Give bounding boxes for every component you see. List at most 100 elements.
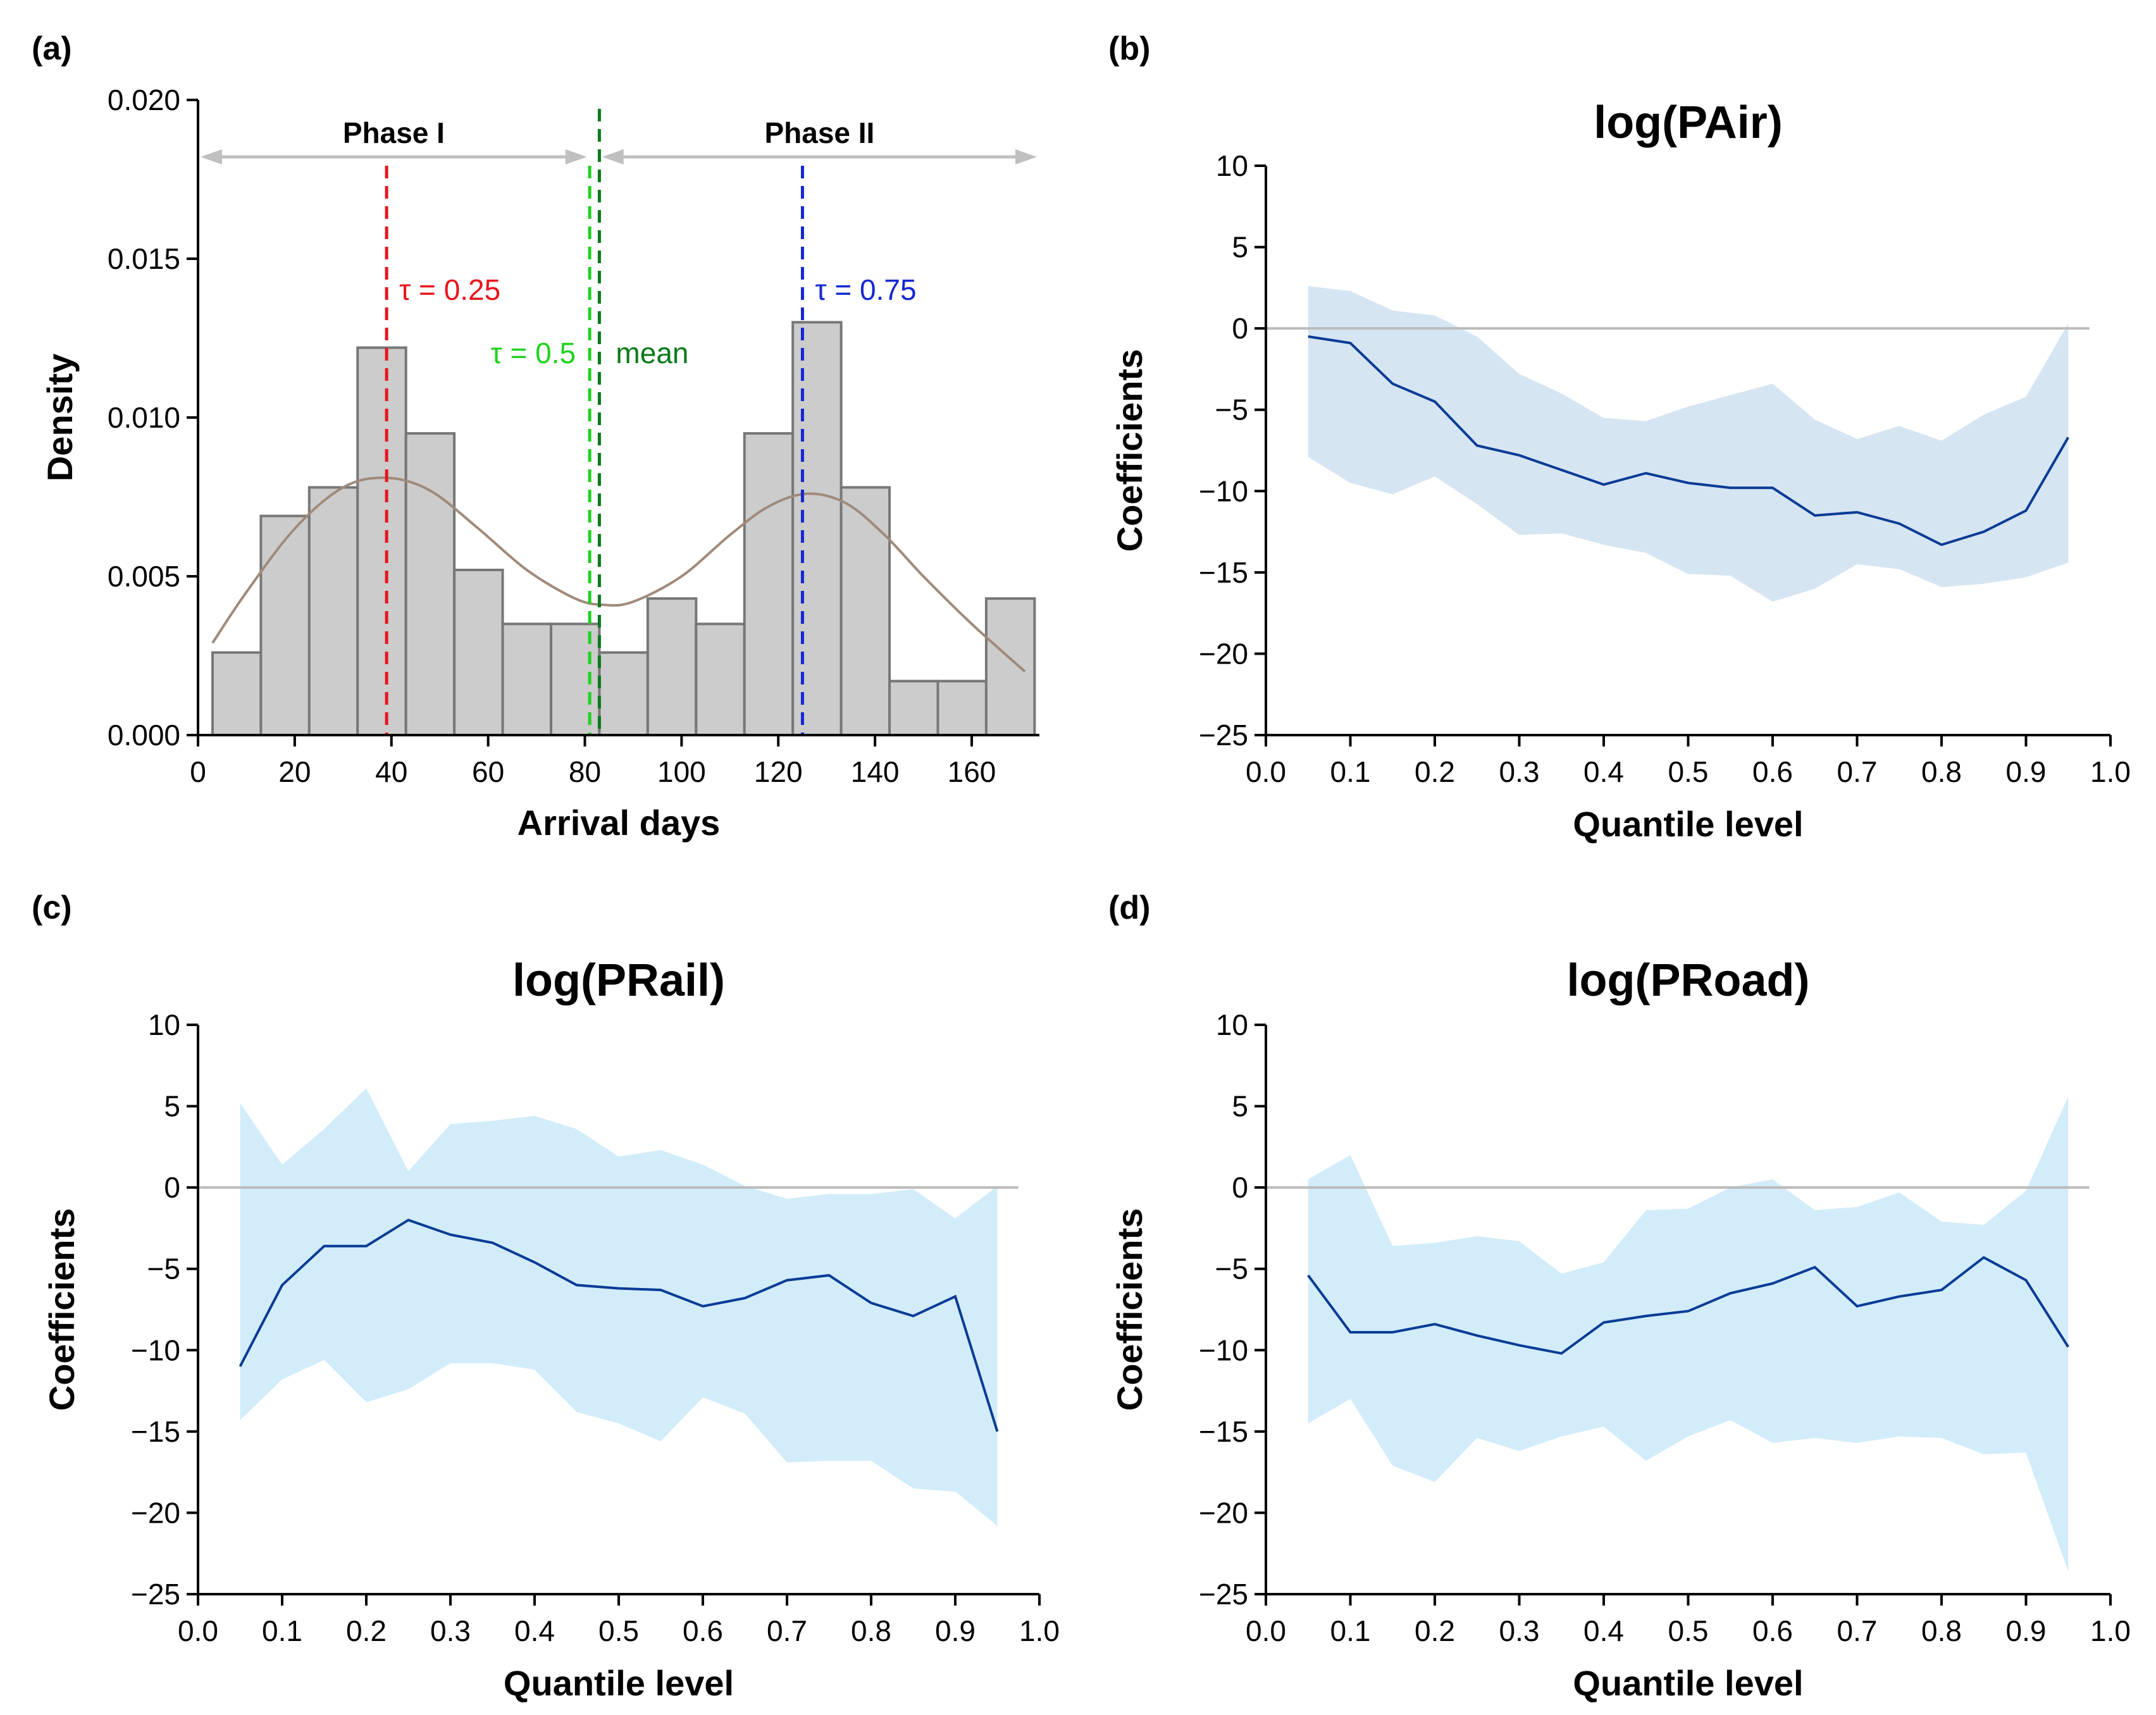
phase-arrow-head [565,149,587,164]
x-tick-label: 0.9 [935,1614,976,1647]
x-tick-label: 40 [375,755,407,788]
histogram-bar [211,651,263,736]
x-tick-label: 0.5 [1668,755,1709,788]
panel-label-b: (b) [1108,30,1150,67]
x-tick-label: 0.0 [1246,1614,1286,1647]
y-axis-label: Density [40,354,80,481]
y-axis-label: Coefficients [1110,1208,1149,1411]
x-tick-label: 0 [190,755,206,788]
reference-line-label: τ = 0.5 [491,337,576,369]
x-tick-label: 0.9 [2006,755,2047,788]
y-tick-label: −20 [131,1496,180,1529]
histogram-bar [549,622,601,736]
chart-title: log(PRail) [512,955,725,1006]
x-tick-label: 0.7 [1837,755,1878,788]
x-tick-label: 80 [569,755,601,788]
confidence-band [1308,1096,2069,1571]
x-tick-label: 0.2 [1415,755,1455,788]
reference-lines: τ = 0.25 τ = 0.5 mean τ = 0.75 [385,109,917,735]
y-tick-label: −15 [1199,1415,1248,1448]
x-tick-label: 0.8 [1921,755,1962,788]
x-tick-label: 0.0 [1246,755,1286,788]
phase-label: Phase I [343,116,445,149]
histogram-bar [743,432,795,736]
coefficient-line [1308,335,2069,547]
x-tick-label: 0.8 [851,1614,891,1647]
x-tick-label: 1.0 [1019,1614,1060,1647]
y-tick-label: 5 [1232,1090,1248,1123]
y-tick-label: −20 [1199,637,1248,670]
x-tick-label: 0.3 [1499,1614,1540,1647]
y-tick-label: −15 [131,1415,180,1448]
x-tick-label: 100 [657,755,706,788]
histogram-bar [307,486,359,736]
phase-arrow-head [201,149,222,164]
x-tick-label: 0.2 [1415,1614,1455,1647]
x-axis-label: Arrival days [517,803,721,843]
coef-axes: 0.0 0.1 0.2 0.3 0.4 0.5 0.6 0.7 0.8 0.9 1.0 10 5 0 −5 −… [131,1008,1060,1647]
y-tick-label: 5 [1232,231,1248,264]
histogram-axes: 0 20 40 60 80 100 120 140 160 0.000 0.005 0.010 0.01… [108,84,1039,788]
histogram-bar [259,514,311,736]
chart-title: log(PRoad) [1567,955,1810,1006]
phase-arrow-head [1015,149,1037,164]
y-tick-label: 0.010 [108,401,180,434]
histogram-bar [839,486,891,736]
y-tick-label: 10 [1216,149,1248,182]
x-tick-label: 0.4 [1583,1614,1624,1647]
panel-label-a: (a) [32,30,72,67]
x-axis-label: Quantile level [1573,1663,1803,1703]
phase-arrow-head [602,149,624,164]
x-axis-label: Quantile level [504,1663,734,1703]
coef-panel-road: log(PRoad) 0.0 0.1 0.2 0.3 0.4 0.5 0.6 0.7 0.8 0.… [1110,955,2131,1703]
y-tick-label: −10 [131,1334,180,1366]
y-tick-label: 0 [1232,312,1248,345]
histogram-bar [984,597,1036,737]
x-tick-label: 0.1 [262,1614,302,1647]
histogram-bar [501,622,552,736]
x-tick-label: 120 [754,755,803,788]
coef-panel-rail: log(PRail) 0.0 0.1 0.2 0.3 0.4 0.5 0.6 0.7 0.8 0.… [42,955,1060,1703]
coef-panel-air: log(PAir) 0.0 0.1 0.2 0.3 0.4 0.5 0.6 0.7 0.8 0.9… [1110,97,2131,844]
x-tick-label: 0.1 [1330,1614,1371,1647]
histogram-bar [646,597,698,737]
panel-label-d: (d) [1108,889,1150,926]
y-tick-label: 0 [1232,1171,1248,1204]
y-tick-label: 10 [1216,1008,1248,1041]
confidence-band [240,1088,998,1526]
coef-axes: 0.0 0.1 0.2 0.3 0.4 0.5 0.6 0.7 0.8 0.9 1.0 10 5 0 −5 −… [1199,1008,2131,1647]
coef-axes: 0.0 0.1 0.2 0.3 0.4 0.5 0.6 0.7 0.8 0.9 1.0 10 5 0 −5 −… [1199,149,2131,788]
histogram-bar [936,679,988,737]
y-axis-label: Coefficients [42,1208,82,1411]
x-tick-label: 0.6 [1752,755,1793,788]
x-tick-label: 160 [948,755,996,788]
y-tick-label: 5 [164,1090,180,1123]
x-tick-label: 60 [472,755,504,788]
x-tick-label: 1.0 [2090,755,2131,788]
x-tick-label: 0.3 [430,1614,471,1647]
x-axis-label: Quantile level [1573,804,1803,844]
x-tick-label: 0.4 [514,1614,555,1647]
x-tick-label: 0.6 [683,1614,723,1647]
phase-label: Phase II [764,116,874,149]
coefficient-line [1307,1256,2069,1355]
reference-line-label: τ = 0.75 [815,273,916,306]
x-tick-label: 0.7 [1837,1614,1878,1647]
x-tick-label: 0.1 [1330,755,1371,788]
y-tick-label: 0 [164,1171,180,1204]
y-tick-label: −5 [1215,1253,1248,1285]
phase-arrows: Phase I Phase II [201,116,1037,164]
x-tick-label: 0.5 [1668,1614,1709,1647]
y-tick-label: −25 [1199,1578,1248,1611]
x-tick-label: 140 [851,755,900,788]
y-tick-label: 0.000 [108,719,180,752]
histogram-bar [695,622,746,736]
coefficient-line [239,1218,999,1432]
x-tick-label: 0.2 [346,1614,387,1647]
y-tick-label: 10 [148,1008,180,1041]
panel-label-c: (c) [32,889,72,926]
reference-line-label: mean [616,337,688,369]
histogram-bar [598,651,649,736]
